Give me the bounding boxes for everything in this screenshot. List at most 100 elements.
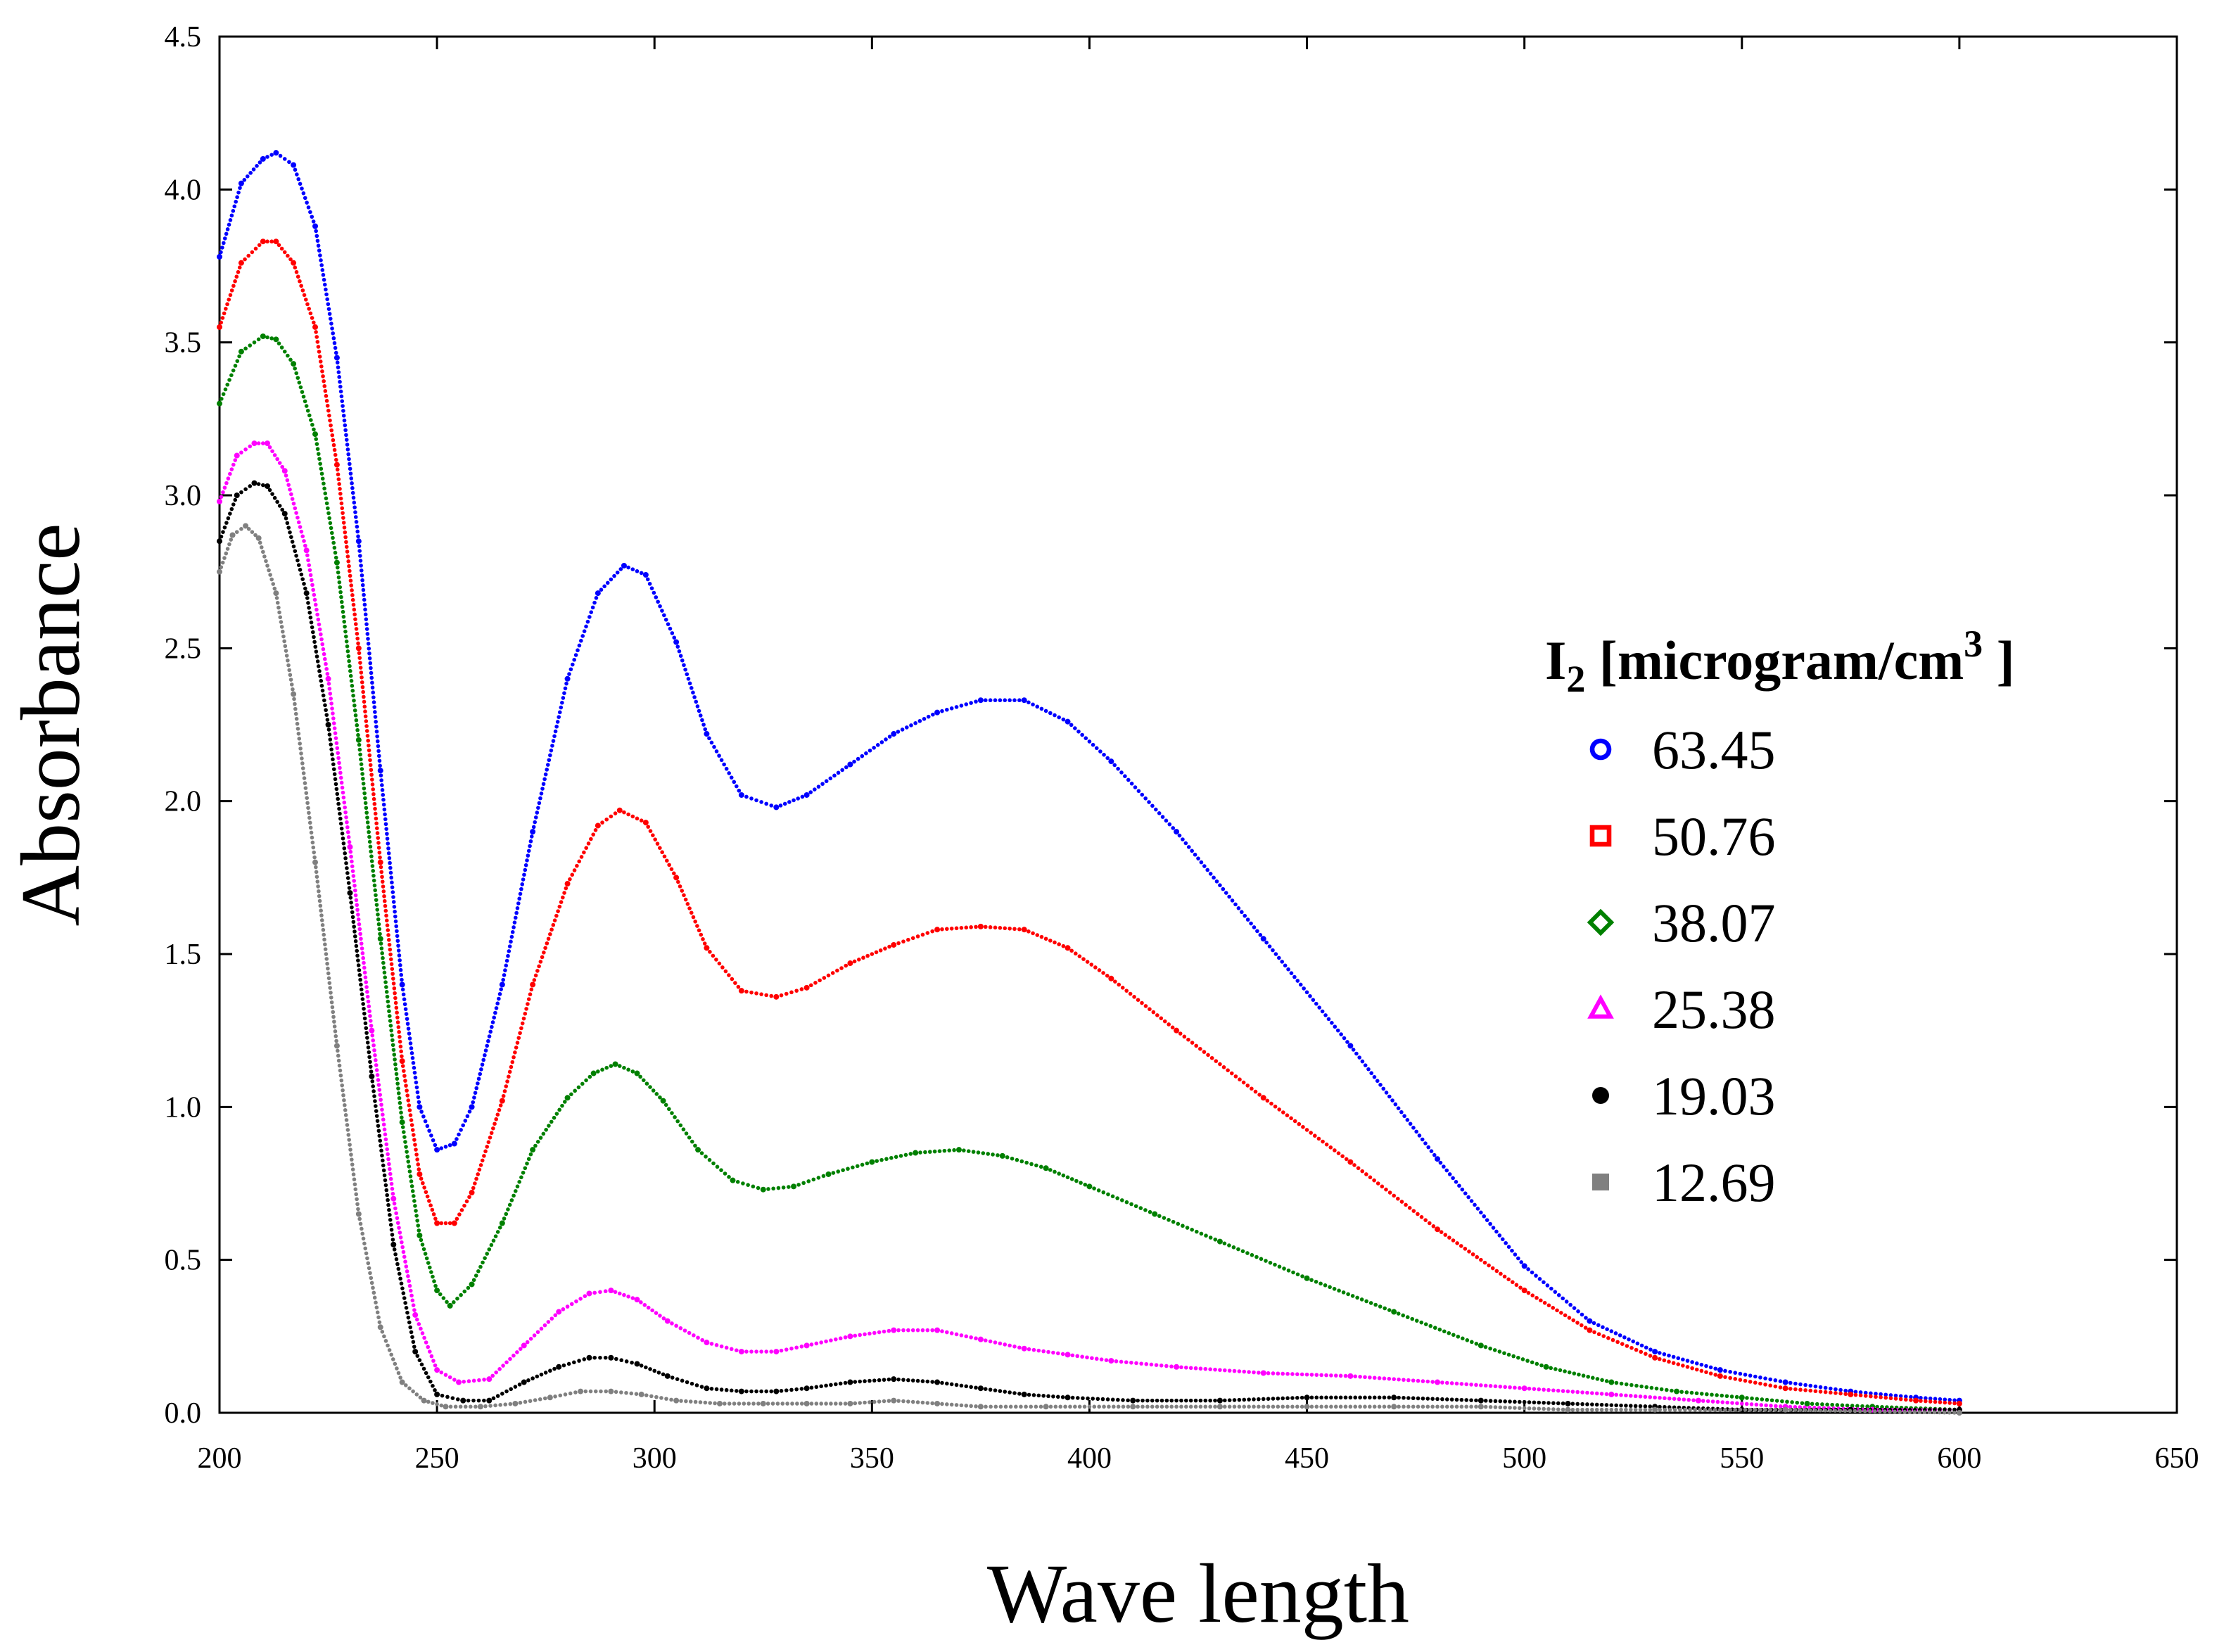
series-dot [377, 850, 382, 855]
series-dot [467, 1195, 471, 1200]
series-dot [1427, 1221, 1432, 1226]
series-dot [397, 953, 402, 958]
series-dot [1858, 1390, 1863, 1394]
series-dot [408, 1288, 413, 1293]
series-dot [966, 1149, 971, 1153]
series-dot [1558, 1368, 1563, 1373]
series-dot [1952, 1411, 1957, 1415]
series-dot [639, 571, 644, 576]
legend-title-close: ] [1983, 630, 2014, 691]
series-dot [488, 1029, 493, 1034]
series-dot [829, 1338, 833, 1342]
data-point-2-17 [590, 1070, 597, 1076]
series-dot [940, 1380, 944, 1385]
series-dot [339, 826, 344, 831]
series-dot [422, 1335, 426, 1340]
series-dot [347, 886, 352, 890]
series-dot [575, 863, 579, 868]
series-dot [1061, 943, 1066, 948]
data-point-2-37 [1543, 1364, 1549, 1370]
data-point-0-0 [217, 253, 222, 260]
series-dot [318, 253, 322, 258]
series-dot [1149, 1362, 1154, 1367]
series-dot [221, 490, 225, 495]
series-dot [1051, 1394, 1055, 1399]
series-dot [552, 1115, 557, 1120]
series-dot [1585, 1402, 1589, 1406]
series-dot [319, 471, 324, 476]
series-dot [388, 1019, 393, 1023]
series-dot [1513, 1406, 1517, 1410]
series-dot [1843, 1409, 1848, 1413]
series-dot [272, 495, 277, 500]
series-dot [261, 441, 265, 445]
series-dot [282, 157, 287, 161]
series-dot [331, 336, 336, 341]
series-dot [382, 1334, 386, 1339]
series-dot [440, 1393, 445, 1398]
series-dot [591, 832, 595, 837]
series-dot [347, 564, 351, 568]
data-point-5-35 [1782, 1406, 1788, 1413]
series-dot [1283, 963, 1288, 968]
series-dot [1658, 1404, 1662, 1409]
series-dot [1508, 1405, 1512, 1410]
series-dot [1193, 852, 1197, 857]
series-dot [225, 227, 230, 231]
series-dot [749, 990, 754, 995]
series-dot [321, 374, 325, 379]
series-dot [377, 1320, 382, 1325]
series-dot [412, 1065, 417, 1070]
series-dot [1853, 1392, 1858, 1397]
series-dot [394, 1072, 399, 1076]
series-dot [1048, 1168, 1053, 1172]
series-dot [388, 1176, 393, 1181]
series-dot [371, 1290, 376, 1295]
series-dot [338, 590, 343, 595]
series-dot [355, 727, 360, 732]
series-dot [359, 762, 364, 766]
series-dot [683, 897, 688, 902]
series-dot [1229, 1071, 1234, 1076]
series-dot [352, 698, 356, 703]
data-point-0-37 [1587, 1318, 1593, 1324]
series-dot [1031, 1347, 1036, 1352]
series-dot [294, 371, 299, 376]
series-dot [1065, 1175, 1070, 1180]
series-dot [1382, 1404, 1387, 1409]
series-dot [275, 457, 279, 462]
series-dot [350, 593, 355, 597]
series-dot [352, 934, 357, 939]
series-dot [1302, 986, 1306, 991]
series-dot [887, 1399, 891, 1403]
series-dot [268, 573, 272, 577]
data-point-3-13 [486, 1376, 493, 1383]
series-dot [1638, 1407, 1643, 1412]
series-dot [964, 1404, 969, 1408]
series-dot [291, 501, 296, 506]
series-dot [1411, 1378, 1416, 1383]
series-dot [408, 1113, 413, 1117]
series-dot [557, 1107, 561, 1112]
series-dot [901, 1399, 906, 1404]
series-dot [270, 449, 274, 454]
series-dot [466, 1398, 471, 1403]
series-dot [759, 800, 763, 804]
series-dot [370, 680, 374, 685]
series-dot [410, 1335, 414, 1340]
series-dot [360, 997, 365, 1001]
series-dot [372, 1295, 377, 1300]
series-dot [330, 1005, 335, 1010]
series-dot [332, 341, 337, 345]
series-dot [1126, 777, 1131, 782]
series-dot [419, 1326, 423, 1331]
data-point-5-27 [1043, 1404, 1049, 1410]
series-dot [922, 716, 927, 721]
series-dot [338, 487, 342, 491]
series-dot [1599, 1402, 1604, 1407]
series-dot [858, 1379, 862, 1384]
series-dot [329, 322, 333, 326]
series-dot [964, 1334, 969, 1339]
series-dot [358, 661, 362, 665]
series-dot [529, 834, 534, 839]
